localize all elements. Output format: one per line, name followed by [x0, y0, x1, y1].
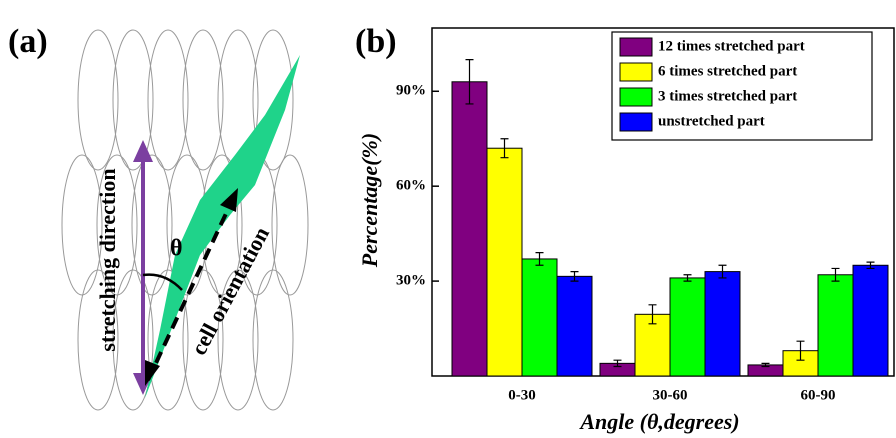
cell-arrow	[145, 188, 238, 386]
error-bar	[535, 252, 544, 266]
y-tick-label: 30%	[396, 273, 426, 289]
cell	[145, 55, 300, 398]
error-bar	[570, 271, 579, 282]
bar	[634, 313, 671, 377]
angle-arc	[142, 273, 183, 291]
error-bar	[718, 264, 727, 279]
angle-label: θ	[170, 236, 183, 262]
stretch-label: stretching direction	[95, 168, 120, 351]
error-bar	[465, 59, 474, 105]
bar	[704, 271, 741, 377]
panel-label: (b)	[355, 23, 397, 60]
legend-label: 12 times stretched part	[658, 38, 805, 54]
legend-label: 3 times stretched part	[658, 88, 797, 104]
panel-label: (a)	[8, 23, 48, 60]
legend-swatch	[619, 62, 653, 82]
error-bar	[613, 359, 622, 368]
legend-label: unstretched part	[658, 113, 765, 129]
bar	[556, 275, 593, 377]
error-bar	[761, 362, 770, 368]
x-tick-label: 60-90	[801, 387, 836, 403]
legend-box	[611, 31, 873, 141]
bar	[817, 274, 854, 377]
y-axis-label: Percentage(%)	[357, 133, 382, 268]
x-axis-label: Angle (θ,degrees)	[578, 409, 739, 434]
bar	[451, 81, 488, 377]
error-bar	[796, 340, 805, 361]
legend-swatch	[619, 37, 653, 57]
legend-label: 6 times stretched part	[658, 63, 797, 79]
y-tick-label: 90%	[396, 83, 426, 99]
error-bar	[648, 304, 657, 325]
bar	[852, 264, 889, 377]
bar	[669, 277, 706, 377]
error-bar	[500, 138, 509, 159]
bar	[521, 258, 558, 377]
y-tick-label: 60%	[396, 178, 426, 194]
error-bar	[683, 274, 692, 282]
legend-swatch	[619, 87, 653, 107]
legend-swatch	[619, 112, 653, 132]
error-bar	[866, 261, 875, 270]
error-bar	[831, 267, 840, 282]
bar	[486, 147, 523, 377]
x-tick-label: 0-30	[508, 387, 536, 403]
x-tick-label: 30-60	[653, 387, 688, 403]
